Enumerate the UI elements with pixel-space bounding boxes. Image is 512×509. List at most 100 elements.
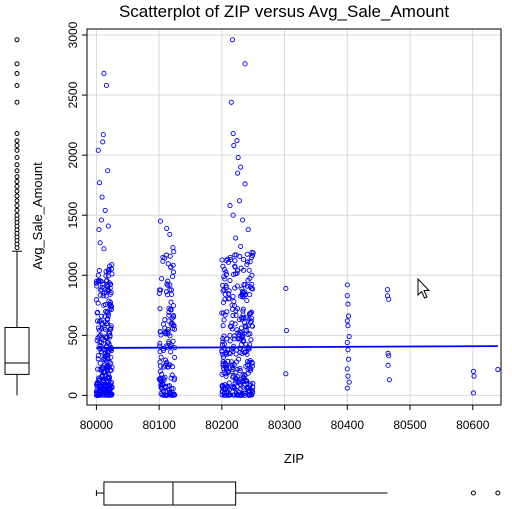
scatter-point [108,354,114,360]
x-axis-ticks: 80000 80100 80200 80300 80400 80500 80600 [80,405,490,432]
scatter-point [157,340,163,346]
scatter-point [162,374,168,380]
scatter-point [157,306,163,312]
scatter-point [232,263,238,269]
scatter-point [96,180,103,186]
scatter-point [160,254,166,260]
scatter-point [234,138,240,144]
scatter-point [230,212,236,218]
scatter-point [162,362,168,369]
scatter-point [220,299,227,306]
y-tick-label: 3000 [66,21,80,48]
scatter-point [101,370,107,376]
scatter-point [95,356,101,362]
scatter-point [164,359,170,365]
scatter-point [246,267,252,273]
scatter-point [229,320,235,326]
scatter-point [229,37,236,43]
scatter-point [240,256,247,263]
scatter-point [226,392,232,398]
scatter-point [219,384,225,390]
scatter-point [471,373,477,379]
scatter-point [106,392,112,398]
scatter-point [105,273,112,279]
scatter-point [344,293,350,299]
mouse-pointer-icon [417,277,431,299]
scatter-point [241,390,247,396]
scatter-point [165,329,171,335]
scatter-point [250,384,256,390]
scatter-point [345,347,351,353]
scatter-point [223,283,229,289]
scatter-point [105,223,111,229]
scatter-point [241,382,247,388]
scatter-point [108,290,114,296]
scatter-point [168,341,174,348]
scatter-point [162,392,168,398]
scatter-point [164,225,170,231]
scatter-point [93,297,99,303]
y-box-outlier [14,168,20,174]
scatter-point [234,392,240,398]
y-tick-label: 1000 [66,262,80,289]
scatter-point [229,302,235,308]
scatter-point [97,240,103,246]
scatter-point [220,361,226,367]
scatter-point [495,367,501,373]
scatter-point [240,372,246,378]
scatter-point [101,369,108,375]
scatter-point [225,296,231,302]
scatter-point [99,320,105,326]
scatter-point [239,286,245,292]
scatter-point [230,312,236,319]
y-tick-label: 0 [66,392,80,399]
scatter-point [106,359,112,365]
scatter-point [171,314,177,320]
scatter-point [345,323,351,329]
x-box [103,481,237,506]
scatter-point [101,382,107,388]
scatter-point [171,323,177,329]
scatter-point [100,132,106,138]
scatter-point [225,389,231,395]
scatter-point [248,337,254,343]
scatter-point [244,315,250,321]
scatter-point [220,323,226,329]
scatter-point [168,375,174,381]
scatter-point [384,287,391,293]
scatter-point [234,270,240,276]
scatter-point [105,313,111,319]
scatter-point [103,293,109,299]
scatter-point [234,383,240,390]
y-axis-label: Avg_Sale_Amount [30,162,45,270]
scatter-point [229,363,235,369]
scatter-point [165,326,171,332]
scatter-point [99,334,105,340]
scatter-point [241,315,247,321]
x-box-outlier [470,490,476,496]
scatter-point [106,298,112,304]
scatter-point [344,339,350,346]
scatter-point [238,164,244,170]
scatter-point [220,288,226,294]
scatter-point [170,245,176,251]
scatter-point [222,276,228,282]
scatter-point [242,282,248,288]
scatter-point [169,364,176,370]
scatter-point [247,311,253,317]
scatter-point [228,99,234,105]
scatter-point [169,372,175,378]
scatter-point [97,360,103,366]
scatter-point [94,383,100,389]
scatter-point [250,390,256,396]
chart-title: Scatterplot of ZIP versus Avg_Sale_Amoun… [119,2,449,21]
scatter-point [240,308,246,314]
scatter-point [100,281,106,287]
scatter-point [157,359,163,365]
y-box-outlier [14,147,20,153]
scatter-point [172,354,178,360]
scatter-point [94,318,100,324]
y-box-outlier [14,193,20,199]
scatter-point [245,370,251,376]
scatter-point [247,383,253,389]
